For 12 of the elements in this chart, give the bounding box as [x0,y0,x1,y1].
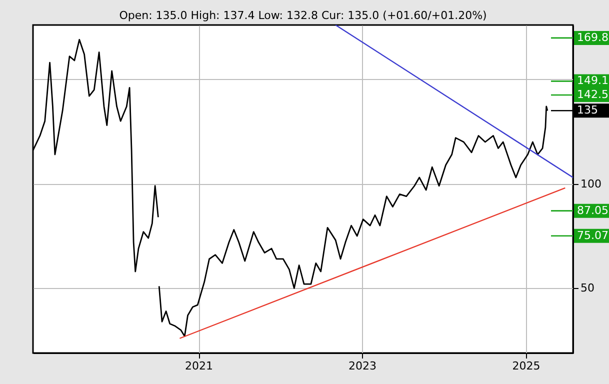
x-tick-label: 2021 [185,360,214,372]
x-tick-label: 2023 [348,360,377,372]
ref-line-label: 87.05 [577,204,608,217]
ref-line-label: 142.5 [577,88,608,101]
chart-subtitle: Open: 135.0 High: 137.4 Low: 132.8 Cur: 135.0 (+01.60/+01.20%) [119,9,487,22]
ref-line-label: 169.8 [577,30,608,44]
x-tick-label: 2025 [512,360,540,372]
y-tick-label: 50 [580,282,594,295]
ref-line-label: 149.1 [577,74,608,88]
ref-line-label: 135 [577,104,598,117]
ref-line-label: 75.07 [577,228,608,242]
y-tick-label: 100 [580,177,602,190]
